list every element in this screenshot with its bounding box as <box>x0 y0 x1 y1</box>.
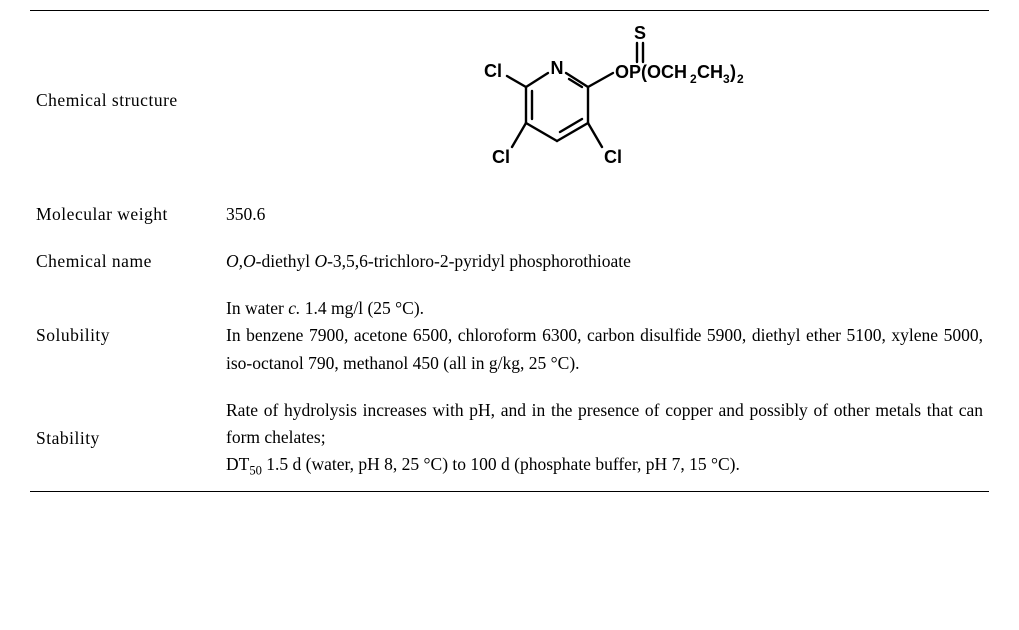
svg-text:Cl: Cl <box>604 147 622 167</box>
stability-line2: DT50 1.5 d (water, pH 8, 25 °C) to 100 d… <box>226 451 983 481</box>
sol-l1a: In water <box>226 298 288 318</box>
name-ital-2: O <box>314 251 327 271</box>
name-suffix: -3,5,6-trichloro-2-pyridyl phosphorothio… <box>327 251 631 271</box>
svg-text:2: 2 <box>737 72 744 86</box>
value-molecular-weight: 350.6 <box>220 191 989 238</box>
row-chemical-name: Chemical name O,O-diethyl O-3,5,6-trichl… <box>30 238 989 285</box>
label-molecular-weight: Molecular weight <box>30 191 220 238</box>
sol-l1-ital: c. <box>288 298 300 318</box>
svg-text:3: 3 <box>723 72 730 86</box>
properties-table: Chemical structure N <box>30 10 989 492</box>
svg-text:S: S <box>633 23 645 43</box>
solubility-line2: In benzene 7900, acetone 6500, chlorofor… <box>226 322 983 376</box>
value-solubility: In water c. 1.4 mg/l (25 °C). In benzene… <box>220 285 989 386</box>
label-solubility: Solubility <box>30 285 220 386</box>
stability-line1: Rate of hydrolysis increases with pH, an… <box>226 397 983 451</box>
chemical-structure-diagram: N <box>226 21 983 181</box>
stab-l2b: 1.5 d (water, pH 8, 25 °C) to 100 d (pho… <box>262 454 740 474</box>
name-ital-1: O,O <box>226 251 256 271</box>
value-chemical-name: O,O-diethyl O-3,5,6-trichloro-2-pyridyl … <box>220 238 989 285</box>
name-mid1: -diethyl <box>256 251 315 271</box>
label-stability: Stability <box>30 387 220 492</box>
value-chemical-structure: N <box>220 11 989 192</box>
svg-text:): ) <box>730 62 736 82</box>
solubility-line1: In water c. 1.4 mg/l (25 °C). <box>226 295 983 322</box>
svg-text:OP(OCH: OP(OCH <box>615 62 687 82</box>
svg-text:Cl: Cl <box>484 61 502 81</box>
label-chemical-name: Chemical name <box>30 238 220 285</box>
row-chemical-structure: Chemical structure N <box>30 11 989 192</box>
label-chemical-structure: Chemical structure <box>30 11 220 192</box>
sol-l1b: 1.4 mg/l (25 °C). <box>300 298 424 318</box>
value-stability: Rate of hydrolysis increases with pH, an… <box>220 387 989 492</box>
svg-text:Cl: Cl <box>492 147 510 167</box>
svg-text:N: N <box>550 58 563 78</box>
stab-l2-sub: 50 <box>249 463 262 477</box>
row-molecular-weight: Molecular weight 350.6 <box>30 191 989 238</box>
svg-text:2: 2 <box>690 72 697 86</box>
row-stability: Stability Rate of hydrolysis increases w… <box>30 387 989 492</box>
svg-text:CH: CH <box>697 62 723 82</box>
row-solubility: Solubility In water c. 1.4 mg/l (25 °C).… <box>30 285 989 386</box>
stab-l2a: DT <box>226 454 249 474</box>
structure-svg: N <box>445 21 765 181</box>
page: Chemical structure N <box>0 0 1019 630</box>
